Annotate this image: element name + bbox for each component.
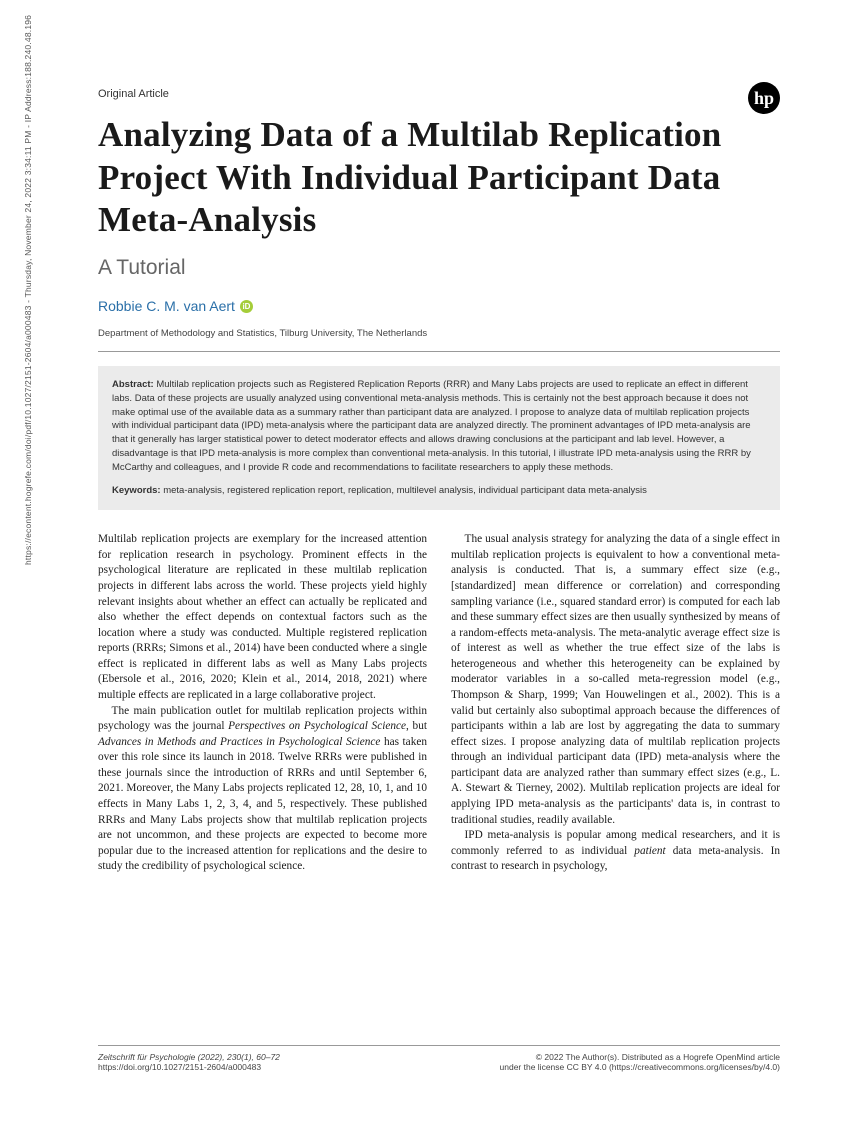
article-subtitle: A Tutorial (98, 256, 780, 280)
body-paragraph: Multilab replication projects are exempl… (98, 532, 427, 703)
body-paragraph: The usual analysis strategy for analyzin… (451, 532, 780, 828)
abstract-label: Abstract: (112, 379, 154, 390)
abstract-text: Multilab replication projects such as Re… (112, 379, 751, 473)
body-paragraph: IPD meta-analysis is popular among medic… (451, 828, 780, 875)
vertical-citation: https://econtent.hogrefe.com/doi/pdf/10.… (23, 15, 33, 565)
article-type: Original Article (98, 88, 169, 100)
author-affiliation: Department of Methodology and Statistics… (98, 328, 780, 352)
body-text: Multilab replication projects are exempl… (98, 532, 780, 875)
abstract-box: Abstract: Multilab replication projects … (98, 366, 780, 510)
author-line: Robbie C. M. van Aert iD (98, 298, 780, 314)
footer-license: © 2022 The Author(s). Distributed as a H… (500, 1052, 780, 1072)
footer-citation: Zeitschrift für Psychologie (2022), 230(… (98, 1052, 280, 1072)
keywords-text: meta-analysis, registered replication re… (163, 485, 647, 496)
publisher-logo-icon: hp (748, 82, 780, 114)
keywords-label: Keywords: (112, 485, 161, 496)
article-title: Analyzing Data of a Multilab Replication… (98, 114, 780, 242)
page-footer: Zeitschrift für Psychologie (2022), 230(… (98, 1045, 780, 1072)
author-name: Robbie C. M. van Aert (98, 298, 235, 314)
body-paragraph: The main publication outlet for multilab… (98, 704, 427, 875)
orcid-icon[interactable]: iD (240, 300, 253, 313)
